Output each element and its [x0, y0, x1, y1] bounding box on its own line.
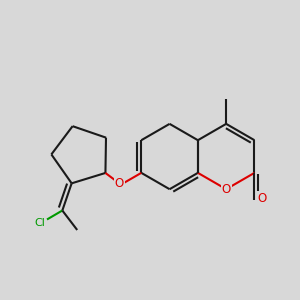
Text: O: O: [115, 178, 124, 190]
Text: Cl: Cl: [34, 218, 45, 228]
Text: O: O: [257, 192, 266, 205]
Text: O: O: [221, 183, 231, 196]
